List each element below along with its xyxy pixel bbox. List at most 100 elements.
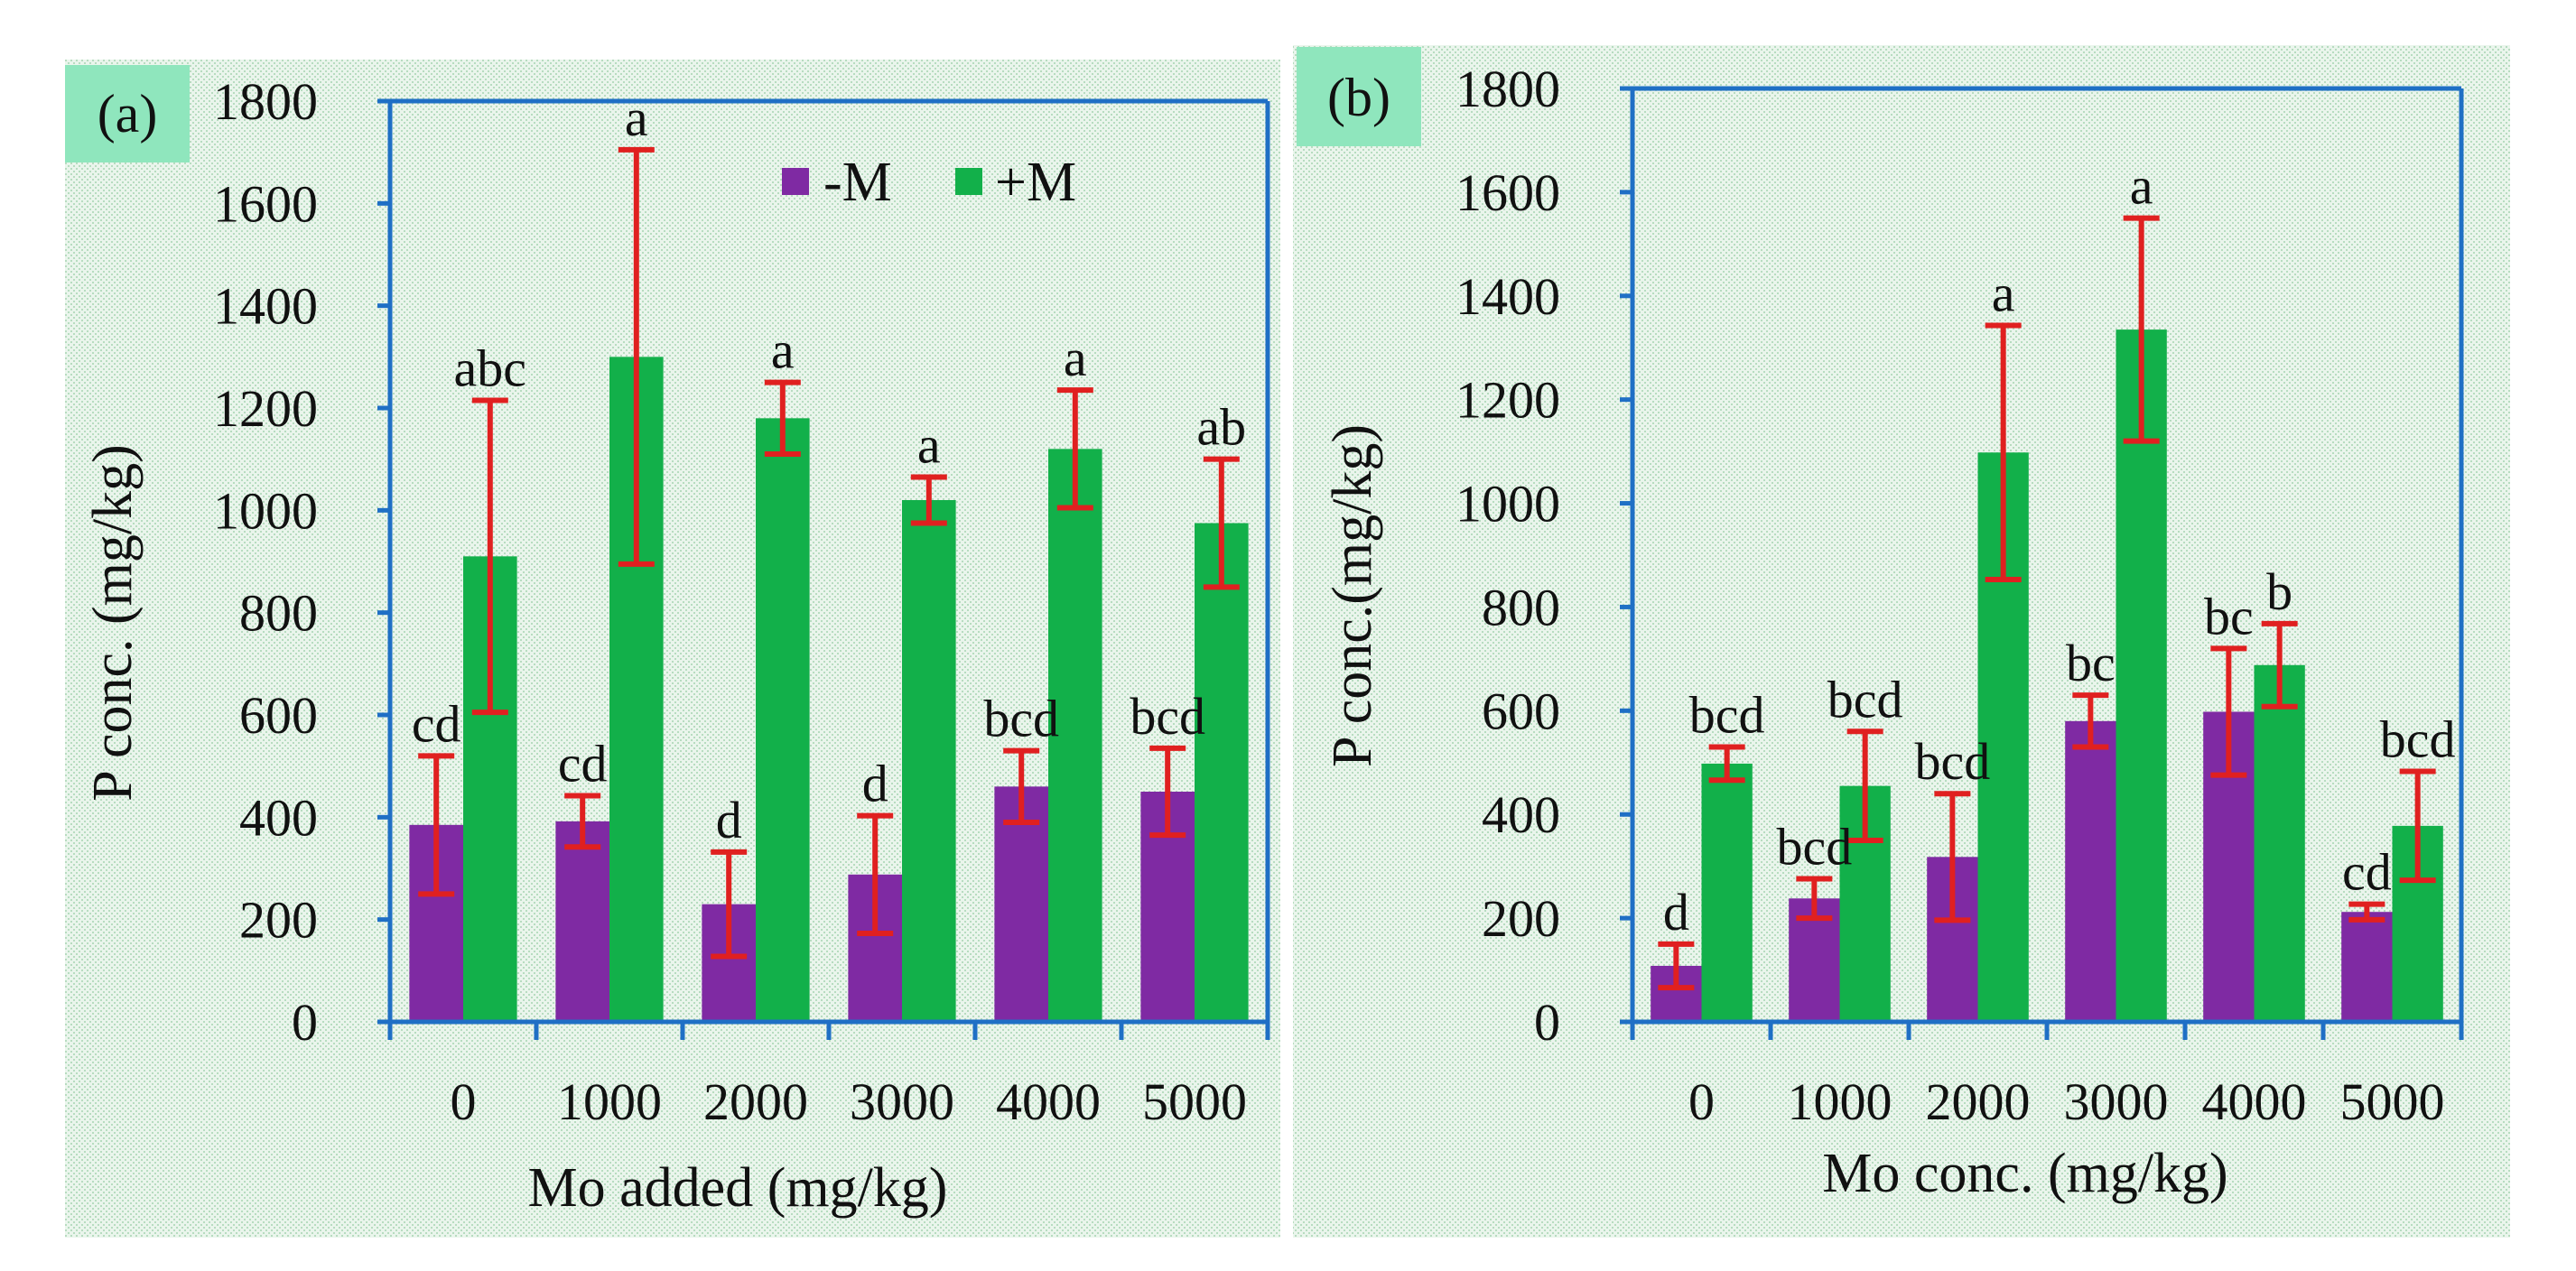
panel-b-letter-minus-m-3000: bc [2066,634,2116,692]
panel-b-xtick-label: 2000 [1926,1072,2031,1131]
panel-a-errorbar-plus-m-2000 [764,379,801,457]
panel-a-ytick-label: 0 [292,993,318,1052]
panel-a-label-box [65,65,190,162]
panel-a-errorbar-minus-m-2000 [711,849,748,960]
panel-b-errorbar-minus-m-3000 [2072,692,2109,750]
panel-b-errorbar-plus-m-4000 [2261,620,2298,710]
panel-a-letter-minus-m-0: cd [412,694,461,753]
panel-b-errorbars [1658,215,2436,991]
panel-a-bar-minus-m-4000 [994,786,1048,1022]
panel-b-xticklabels: 0 1000 2000 3000 4000 5000 [1688,1072,2445,1131]
panel-b-errorbar-plus-m-1000 [1846,728,1883,843]
panel-a-xticklabels: 0 1000 2000 3000 4000 5000 [451,1072,1248,1131]
panel-a-errorbar-plus-m-3000 [910,474,947,526]
panel-a-ytick-label: 1600 [213,174,318,233]
panel-a-ytick-label: 1800 [213,72,318,131]
panel-a-ytick-label: 400 [239,788,318,847]
panel-b-letter-minus-m-0: d [1663,883,1689,942]
panel-a-letter-plus-m-0: abc [454,339,527,398]
panel-a-ytick-label: 1000 [213,481,318,540]
panel-b-xtick-label: 0 [1688,1072,1715,1131]
panel-b-errorbar-minus-m-1000 [1796,876,1833,922]
panel-b-background [1293,45,2510,1238]
panel-a-ytick-label: 600 [239,686,318,745]
panel-b-ytick-label: 800 [1482,578,1560,636]
panel-b-xtick-label: 5000 [2340,1072,2445,1131]
panel-a-xtick-label: 2000 [703,1072,808,1131]
panel-b-ytick-label: 1000 [1455,475,1560,533]
panel-b-letter-minus-m-2000: bcd [1914,732,1990,791]
panel-b-label: (b) [1327,68,1390,127]
panel-b-ytick-label: 1600 [1455,163,1560,222]
panel-b-letter-plus-m-3000: a [2130,157,2153,216]
panel-a-errorbar-minus-m-5000 [1149,745,1186,839]
panel-b-errorbar-plus-m-5000 [2399,768,2436,884]
panel-a-xtick-label: 4000 [996,1072,1101,1131]
panel-b-bar-plus-m-0 [1701,763,1753,1022]
panel-b-bar-plus-m-3000 [2116,329,2167,1022]
panel-b-errorbar-minus-m-4000 [2210,645,2247,778]
panel-a-bar-minus-m-1000 [555,821,609,1022]
panel-b-letter-plus-m-5000: bcd [2380,710,2456,769]
panel-b-errorbar-minus-m-5000 [2348,901,2385,923]
panel-a-y-axis-title: P conc. (mg/kg) [82,444,144,801]
panel-a-xtick-label: 5000 [1142,1072,1247,1131]
panel-a-errorbar-minus-m-1000 [564,793,601,850]
legend-swatch-minus-m [782,168,809,195]
panel-a-x-axis-title: Mo added (mg/kg) [528,1157,948,1219]
panel-a-ytick-label: 800 [239,584,318,643]
panel-a-letter-minus-m-5000: bcd [1130,687,1205,746]
panel-a-bars [409,357,1249,1022]
panel-b-bar-minus-m-5000 [2341,912,2393,1022]
panel-b-letter-plus-m-2000: a [1992,264,2015,323]
panel-a-errorbar-minus-m-0 [418,753,455,897]
panel-a-xtick-label: 3000 [850,1072,954,1131]
panel-b-ytick-label: 600 [1482,682,1560,740]
panel-a-errorbar-minus-m-4000 [1003,747,1040,825]
panel-b-ytick-label: 400 [1482,785,1560,844]
panel-b-letter-minus-m-5000: cd [2342,843,2392,902]
panel-b-letter-plus-m-0: bcd [1689,686,1765,745]
panel-a-bar-plus-m-3000 [902,500,956,1022]
panel-a-letter-plus-m-2000: a [771,321,795,380]
panel-b-errorbar-minus-m-2000 [1934,791,1971,923]
panel-a-yticklabels: 0 200 400 600 800 1000 1200 1400 1600 1800 [213,72,318,1052]
panel-a-letter-minus-m-3000: d [862,755,888,813]
panel-a-letter-plus-m-3000: a [917,416,941,475]
panel-b-bars [1651,329,2443,1022]
panel-b-ytick-label: 1400 [1455,267,1560,326]
panel-a-errorbar-plus-m-1000 [618,146,655,567]
legend-label-minus-m: -M [823,152,892,213]
panel-a-xtick-label: 0 [451,1072,477,1131]
panel-b-letter-plus-m-1000: bcd [1827,670,1903,728]
panel-a-bar-plus-m-2000 [756,418,810,1022]
panel-b-letter-minus-m-4000: bc [2204,587,2254,645]
panel-a-errorbar-plus-m-4000 [1056,387,1093,511]
panel-b-errorbar-plus-m-2000 [1985,322,2022,582]
panel-b-bar-minus-m-3000 [2065,720,2116,1022]
panel-b-label-box [1297,47,1421,146]
panel-a-ytick-label: 1400 [213,277,318,336]
panel-b-xtick-label: 1000 [1788,1072,1892,1131]
panel-a: (a) cd cd d d bcd bcd abc a a a a ab 0 200 400 600 800 1… [65,60,1280,1238]
panel-b-yticklabels: 0 200 400 600 800 1000 1200 1400 1600 1800 [1455,60,1560,1052]
panel-b-errorbar-minus-m-0 [1658,941,1695,991]
legend-label-plus-m: +M [995,152,1076,213]
panel-a-bar-plus-m-4000 [1048,449,1102,1022]
panel-b-xtick-label: 4000 [2202,1072,2307,1131]
panel-b-y-axis-title: P conc.(mg/kg) [1322,424,1383,767]
panel-b-errorbar-plus-m-3000 [2123,215,2160,444]
panel-a-letters: cd cd d d bcd bcd abc a a a a ab [412,88,1246,849]
panel-a-letter-plus-m-4000: a [1064,329,1087,387]
panel-a-xtick-label: 1000 [557,1072,662,1131]
panel-b-bar-plus-m-4000 [2254,664,2305,1022]
panel-b-errorbar-plus-m-0 [1708,744,1745,784]
panel-b-ytick-label: 0 [1534,993,1560,1052]
panel-a-ytick-label: 200 [239,891,318,950]
panel-b-letter-minus-m-1000: bcd [1776,817,1852,876]
panel-a-letter-minus-m-1000: cd [558,735,608,793]
panel-b-ytick-label: 200 [1482,889,1560,948]
